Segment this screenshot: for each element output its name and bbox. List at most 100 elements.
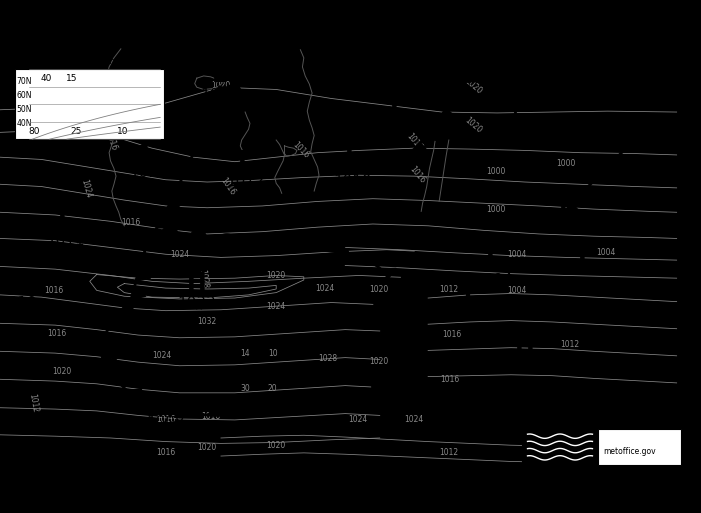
Text: 1016: 1016 — [408, 165, 428, 186]
Text: 1012: 1012 — [440, 448, 458, 458]
Text: L: L — [141, 140, 156, 164]
Text: 1010: 1010 — [0, 296, 36, 311]
Text: L: L — [578, 255, 593, 279]
Text: 1016: 1016 — [121, 218, 141, 227]
Text: 1016: 1016 — [440, 375, 460, 384]
Text: 1009: 1009 — [450, 70, 489, 85]
Text: 1009: 1009 — [200, 88, 239, 103]
Text: 1004: 1004 — [507, 286, 526, 295]
Polygon shape — [288, 123, 297, 132]
Text: 1004: 1004 — [475, 273, 513, 288]
Polygon shape — [156, 219, 172, 228]
Polygon shape — [136, 271, 151, 281]
Polygon shape — [147, 398, 161, 408]
Text: L: L — [158, 390, 173, 415]
Polygon shape — [131, 160, 144, 169]
Polygon shape — [412, 143, 428, 151]
Text: L: L — [238, 149, 252, 173]
Polygon shape — [392, 286, 407, 295]
Polygon shape — [226, 85, 240, 92]
Text: H: H — [460, 45, 479, 69]
Text: 1012: 1012 — [226, 174, 264, 189]
Text: 1024: 1024 — [348, 416, 367, 424]
Text: 40: 40 — [41, 74, 52, 83]
FancyBboxPatch shape — [15, 69, 163, 139]
Polygon shape — [166, 201, 182, 210]
Text: 1011: 1011 — [46, 232, 85, 248]
Polygon shape — [594, 173, 609, 182]
Polygon shape — [475, 69, 489, 77]
Polygon shape — [186, 105, 200, 114]
Text: 1010: 1010 — [333, 174, 372, 189]
Text: 1032: 1032 — [198, 318, 217, 326]
Polygon shape — [578, 188, 594, 197]
Polygon shape — [192, 147, 207, 156]
Text: 1028: 1028 — [318, 353, 338, 363]
Polygon shape — [111, 374, 127, 383]
Text: 10: 10 — [268, 349, 278, 358]
Text: 1008: 1008 — [147, 416, 185, 430]
Text: 1020: 1020 — [198, 443, 217, 451]
Text: 996: 996 — [552, 219, 581, 234]
Polygon shape — [216, 92, 231, 102]
Polygon shape — [219, 234, 234, 240]
Text: 1020: 1020 — [463, 76, 483, 95]
Polygon shape — [201, 129, 217, 138]
Text: 1000: 1000 — [557, 160, 576, 168]
Polygon shape — [168, 120, 184, 129]
Polygon shape — [191, 231, 205, 236]
FancyBboxPatch shape — [598, 429, 681, 465]
Text: L: L — [559, 194, 573, 218]
FancyBboxPatch shape — [522, 429, 598, 465]
Polygon shape — [427, 126, 442, 135]
Text: 30: 30 — [240, 384, 250, 393]
Text: L: L — [58, 208, 73, 232]
Text: 1016: 1016 — [505, 354, 544, 369]
Polygon shape — [208, 411, 222, 416]
Text: L: L — [390, 102, 404, 126]
Text: 80: 80 — [29, 127, 40, 135]
Polygon shape — [334, 247, 348, 253]
Text: 1000: 1000 — [486, 167, 505, 176]
Polygon shape — [451, 91, 467, 101]
Text: 1011: 1011 — [357, 395, 395, 410]
Text: 1012: 1012 — [440, 285, 458, 293]
Text: 1000: 1000 — [486, 205, 505, 213]
Text: 1020: 1020 — [266, 271, 286, 280]
Text: 25: 25 — [70, 127, 81, 135]
Text: 1024: 1024 — [315, 284, 334, 292]
Text: 70N: 70N — [17, 77, 32, 86]
Text: 997: 997 — [383, 127, 411, 142]
Text: 1016: 1016 — [47, 329, 67, 338]
Text: 10: 10 — [116, 127, 128, 135]
Text: 60N: 60N — [17, 91, 32, 100]
Text: 1004: 1004 — [507, 250, 526, 259]
Polygon shape — [175, 183, 191, 192]
Text: 1016: 1016 — [103, 131, 118, 152]
Text: 1020: 1020 — [211, 82, 231, 90]
Text: 1012: 1012 — [560, 340, 579, 349]
Polygon shape — [149, 134, 161, 143]
Text: 1004: 1004 — [597, 248, 616, 258]
Text: 1020: 1020 — [123, 110, 140, 132]
Polygon shape — [142, 252, 156, 262]
Text: 50N: 50N — [17, 105, 32, 114]
Polygon shape — [184, 165, 198, 174]
Polygon shape — [108, 320, 123, 329]
Polygon shape — [126, 389, 142, 399]
Polygon shape — [131, 290, 146, 300]
Text: L: L — [345, 149, 360, 173]
Text: L: L — [486, 248, 501, 272]
Text: 1020: 1020 — [369, 285, 388, 293]
Polygon shape — [496, 82, 508, 91]
Polygon shape — [623, 143, 639, 152]
Text: 1024: 1024 — [266, 302, 286, 311]
Text: 1020: 1020 — [463, 116, 483, 135]
Polygon shape — [510, 98, 519, 108]
Text: 1003: 1003 — [566, 280, 605, 295]
Polygon shape — [271, 107, 284, 115]
Polygon shape — [276, 241, 292, 246]
Text: 1016: 1016 — [201, 412, 220, 421]
Text: 40N: 40N — [17, 119, 32, 128]
Polygon shape — [461, 73, 477, 83]
